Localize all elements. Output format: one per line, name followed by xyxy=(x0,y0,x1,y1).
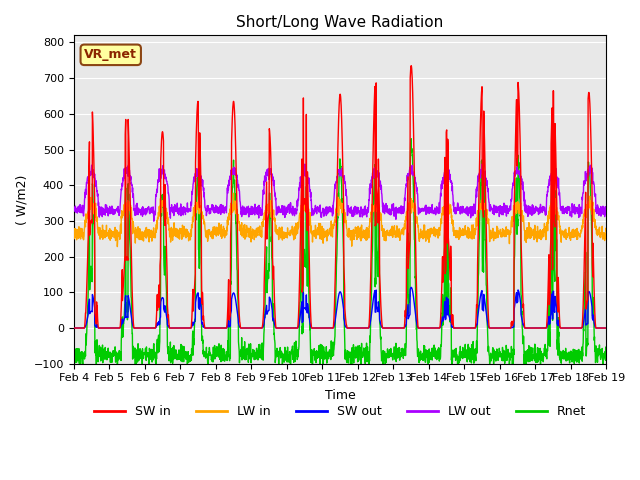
X-axis label: Time: Time xyxy=(324,389,355,402)
Y-axis label: ( W/m2): ( W/m2) xyxy=(15,174,28,225)
Title: Short/Long Wave Radiation: Short/Long Wave Radiation xyxy=(236,15,444,30)
Legend: SW in, LW in, SW out, LW out, Rnet: SW in, LW in, SW out, LW out, Rnet xyxy=(89,400,591,423)
Text: VR_met: VR_met xyxy=(84,48,137,61)
